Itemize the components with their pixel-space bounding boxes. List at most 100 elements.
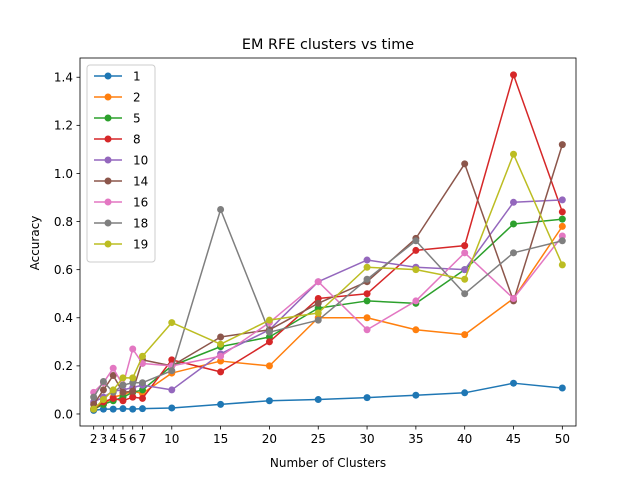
chart-title: EM RFE clusters vs time [242, 37, 414, 53]
data-point [412, 246, 420, 254]
legend-marker [104, 219, 112, 227]
data-point [119, 374, 127, 382]
data-point [510, 295, 518, 303]
data-point [129, 405, 137, 413]
data-point [265, 316, 273, 324]
y-tick-label: 1.2 [54, 119, 73, 133]
data-point [412, 297, 420, 305]
data-point [558, 384, 566, 392]
data-point [90, 405, 98, 413]
legend-marker [104, 93, 112, 101]
data-point [461, 389, 469, 397]
data-point [558, 222, 566, 230]
data-point [265, 397, 273, 405]
x-tick-label: 35 [408, 432, 423, 446]
data-point [510, 150, 518, 158]
data-point [99, 378, 107, 385]
series-1 [90, 379, 566, 414]
legend-label: 2 [133, 90, 141, 104]
x-tick-label: 3 [100, 432, 108, 446]
legend-label: 16 [133, 195, 148, 209]
data-point [129, 387, 137, 395]
data-point [217, 357, 225, 365]
data-point [412, 326, 420, 334]
legend-label: 18 [133, 216, 148, 230]
data-point [314, 295, 322, 303]
data-point [363, 326, 371, 334]
data-point [119, 388, 127, 396]
axes-frame [79, 57, 577, 427]
x-tick-label: 6 [129, 432, 137, 446]
data-point [109, 386, 117, 394]
legend-item-18: 18 [94, 216, 148, 230]
data-point [129, 379, 137, 387]
legend-marker [104, 72, 112, 80]
data-point [363, 314, 371, 322]
data-point [99, 396, 107, 404]
data-point [90, 393, 98, 401]
data-point [138, 379, 146, 387]
data-point [363, 263, 371, 271]
data-point [265, 338, 273, 346]
data-point [217, 352, 225, 360]
data-point [558, 141, 566, 149]
y-tick-label: 1.4 [54, 71, 73, 85]
data-point [217, 368, 225, 376]
data-point [138, 352, 146, 360]
data-point [510, 249, 518, 257]
data-point [90, 400, 98, 408]
y-tick-label: 0.8 [54, 215, 73, 229]
data-point [109, 405, 117, 413]
data-point [168, 404, 176, 412]
data-point [265, 333, 273, 341]
x-tick-label: 40 [457, 432, 472, 446]
y-tick-label: 0.4 [54, 311, 73, 325]
legend-item-16: 16 [94, 195, 148, 209]
data-point [461, 242, 469, 250]
y-tick-label: 0.6 [54, 263, 73, 277]
data-point [363, 394, 371, 402]
legend-item-1: 1 [94, 69, 141, 83]
data-point [138, 405, 146, 413]
data-point [99, 405, 107, 413]
legend-item-8: 8 [94, 132, 141, 146]
legend-label: 8 [133, 132, 141, 146]
data-point [314, 299, 322, 307]
data-point [558, 215, 566, 223]
data-point [314, 309, 322, 317]
data-point [119, 397, 127, 405]
data-point [109, 364, 117, 372]
legend-marker [104, 240, 112, 248]
legend: 1 2 5 8 10 14 16 18 19 [86, 64, 156, 263]
data-point [217, 206, 225, 214]
data-point [363, 275, 371, 283]
x-axis-label: Number of Clusters [270, 456, 386, 470]
data-point [168, 386, 176, 394]
data-point [412, 266, 420, 274]
data-point [168, 367, 176, 375]
data-point [510, 220, 518, 228]
x-tick-label: 4 [109, 432, 117, 446]
data-point [168, 356, 176, 364]
data-point [99, 386, 107, 394]
data-point [314, 278, 322, 286]
legend-item-5: 5 [94, 111, 141, 125]
x-tick-label: 45 [506, 432, 521, 446]
data-point [138, 394, 146, 402]
data-point [558, 237, 566, 245]
x-tick-label: 25 [311, 432, 326, 446]
legend-marker [104, 198, 112, 206]
data-point [363, 256, 371, 264]
data-point [510, 379, 518, 387]
data-point [412, 237, 420, 245]
data-point [510, 71, 518, 79]
data-point [265, 362, 273, 370]
legend-marker [104, 114, 112, 122]
y-axis-label: Accuracy [28, 216, 42, 271]
data-point [265, 328, 273, 336]
legend-item-14: 14 [94, 174, 148, 188]
legend-box [86, 64, 156, 263]
legend-label: 14 [133, 174, 148, 188]
x-tick-label: 10 [164, 432, 179, 446]
legend-item-10: 10 [94, 153, 148, 167]
